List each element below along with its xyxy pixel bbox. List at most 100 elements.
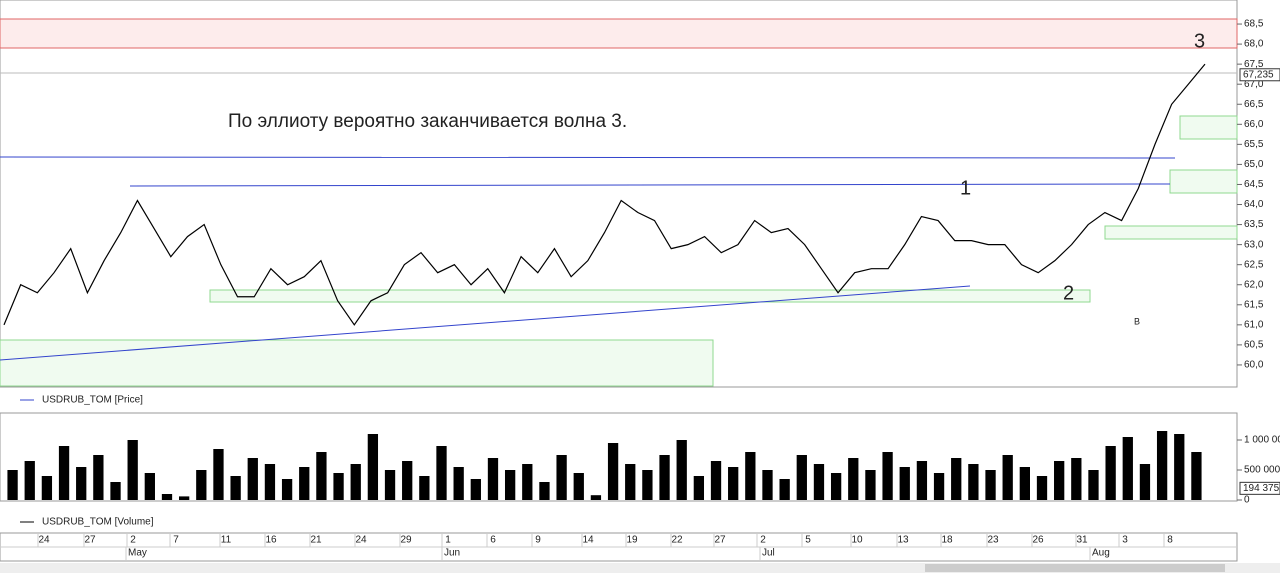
volume-bar [1156,431,1168,500]
volume-bar [882,452,893,500]
volume-bar [676,440,687,500]
x-tick-label: 21 [310,535,322,546]
volume-bar [127,440,138,500]
y-tick-label: 61,5 [1244,299,1264,310]
volume-bar [41,476,53,500]
volume-bar [985,470,996,500]
volume-bar [1174,434,1185,500]
scrollbar[interactable] [0,563,1280,573]
volume-bar [779,479,790,500]
volume-bar [522,464,533,500]
volume-bar [367,434,379,500]
x-tick-label: 8 [1167,535,1173,546]
volume-bar [213,449,224,500]
volume-bar [299,467,310,500]
volume-bar [24,461,35,500]
y-tick-label: 1 000 000 [1244,435,1280,446]
volume-bar [350,464,361,500]
x-tick-label: 9 [535,535,541,546]
volume-bar [436,446,447,500]
annotation: По эллиоту вероятно заканчивается волна … [228,111,627,132]
scroll-thumb[interactable] [925,564,1225,572]
volume-bar [1139,464,1151,500]
volume-bar [848,458,859,500]
support-zone [1179,115,1238,140]
price-panel [0,0,1238,388]
volume-bar [968,464,979,500]
x-tick-label: 19 [626,535,638,546]
month-label: Aug [1092,548,1110,559]
wave-label: 1 [960,177,971,199]
y-tick-label: 63,5 [1244,219,1264,230]
marker: B [1134,316,1140,326]
volume-bar [573,473,584,500]
x-tick-label: 6 [490,535,496,546]
volume-bar [642,470,653,500]
x-tick-label: 14 [582,535,594,546]
x-tick-label: 26 [1032,535,1044,546]
support-zone [0,339,714,387]
trend-line [0,285,971,361]
volume-bar [419,476,430,500]
volume-bar [951,458,962,500]
y-tick-label: 62,5 [1244,259,1264,270]
y-tick-label: 60,0 [1244,360,1264,371]
volume-bar [76,467,87,500]
volume-bar [590,495,602,500]
support-zone [209,289,1091,303]
y-tick-label: 67,0 [1244,79,1264,90]
x-tick-label: 13 [897,535,909,546]
legend-label: USDRUB_TOM [Price] [42,395,143,406]
volume-bar [1191,452,1202,500]
x-tick-label: 2 [130,535,136,546]
y-tick-label: 66,0 [1244,119,1264,130]
volume-panel [0,412,1238,502]
last-value-box [1239,481,1280,495]
volume-bar [316,452,327,500]
support-zone [1169,169,1238,194]
y-tick-label: 68,0 [1244,39,1264,50]
volume-bar [710,461,722,500]
y-tick-label: 500 000 [1244,465,1280,476]
volume-bar [865,470,876,500]
volume-bar [333,473,344,500]
volume-bar [504,470,516,500]
trend-line [129,183,1171,187]
volume-bar [1019,467,1030,500]
y-tick-label: 0 [1244,495,1250,506]
volume-bar [161,494,173,500]
wave-label: 3 [1194,30,1205,52]
volume-bar [1071,458,1082,500]
x-tick-label: 10 [851,535,863,546]
volume-bar [745,452,756,500]
volume-bar [916,461,928,500]
volume-bar [7,470,18,500]
volume-bar [1036,476,1048,500]
volume-bar [264,464,276,500]
y-tick-label: 65,0 [1244,159,1264,170]
last-value-label: 67,235 [1243,69,1274,80]
volume-bar [453,467,464,500]
volume-bar [556,455,567,500]
price-line [3,63,1206,326]
y-tick-label: 63,0 [1244,239,1264,250]
volume-bar [933,473,945,500]
x-tick-label: 22 [671,535,683,546]
volume-bar [1002,455,1013,500]
x-tick-label: 18 [941,535,953,546]
volume-bar [762,470,773,500]
volume-bar [179,496,190,500]
y-tick-label: 65,5 [1244,139,1264,150]
volume-bar [110,482,121,500]
trend-line [0,156,1176,159]
x-tick-label: 27 [84,535,96,546]
last-value-label: 194 375 [1243,483,1280,494]
volume-bar [487,458,499,500]
x-tick-label: 16 [265,535,277,546]
volume-bar [1088,470,1099,500]
x-tick-label: 2 [760,535,766,546]
month-label: Jun [444,548,460,559]
volume-bar [230,476,241,500]
